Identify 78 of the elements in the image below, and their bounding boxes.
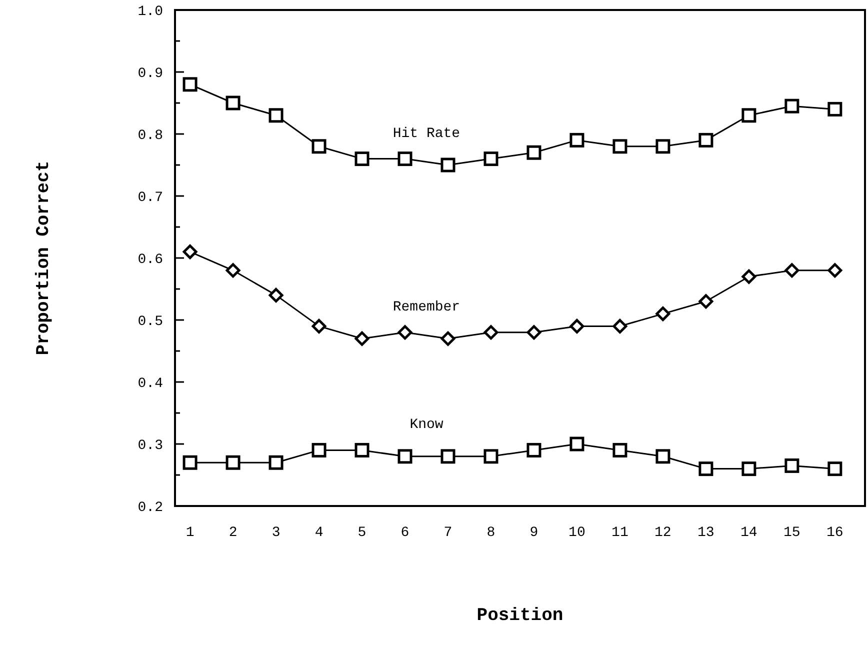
y-tick-label: 1.0 — [138, 4, 163, 20]
point — [612, 139, 628, 154]
point — [570, 318, 584, 334]
y-tick-label: 0.9 — [138, 66, 163, 82]
x-tick-label: 9 — [530, 525, 538, 541]
point — [656, 306, 670, 322]
point — [182, 244, 198, 260]
x-tick-label: 16 — [826, 525, 844, 541]
x-axis-title: Position — [476, 606, 564, 626]
point — [398, 325, 412, 340]
point — [354, 152, 370, 166]
point — [354, 331, 370, 346]
x-tick-label: 12 — [654, 525, 672, 541]
y-axis-title: Proportion Correct — [34, 160, 54, 356]
point — [526, 325, 542, 340]
x-tick-label: 11 — [612, 525, 628, 541]
y-tick-label: 0.6 — [138, 252, 163, 268]
x-tick-label: 6 — [400, 525, 410, 541]
point — [440, 158, 456, 172]
point — [440, 331, 456, 346]
point — [784, 458, 800, 473]
point — [182, 77, 198, 92]
point — [526, 145, 542, 160]
point — [698, 294, 714, 309]
point — [828, 462, 842, 476]
point — [312, 442, 326, 458]
point — [398, 152, 412, 166]
point — [182, 455, 198, 470]
point — [612, 442, 628, 458]
x-tick-label: 3 — [272, 525, 280, 541]
point — [698, 132, 714, 148]
point — [784, 98, 800, 114]
point — [268, 108, 284, 123]
point — [268, 288, 284, 302]
x-tick-label: 1 — [186, 525, 194, 541]
point — [354, 442, 370, 458]
point — [570, 436, 584, 452]
point — [312, 318, 326, 334]
x-tick-label: 7 — [444, 525, 452, 541]
series-label: Know — [410, 417, 444, 434]
point — [698, 462, 714, 476]
point — [526, 442, 542, 458]
x-tick-label: 14 — [740, 525, 758, 541]
x-tick-label: 5 — [358, 525, 366, 541]
y-tick-label: 0.8 — [138, 128, 163, 144]
y-tick-label: 0.7 — [138, 190, 163, 206]
point — [656, 449, 670, 464]
point — [484, 325, 498, 340]
y-tick-label: 0.4 — [138, 376, 163, 392]
point — [312, 139, 326, 154]
point — [440, 449, 456, 464]
x-tick-label: 13 — [698, 525, 714, 541]
point — [742, 462, 756, 476]
point — [226, 263, 240, 278]
x-tick-label: 10 — [568, 525, 586, 541]
x-tick-label: 4 — [314, 525, 324, 541]
point — [742, 108, 756, 123]
point — [612, 318, 628, 334]
point — [784, 263, 800, 278]
series-label: Remember — [392, 299, 460, 316]
point — [828, 263, 842, 278]
point — [268, 455, 284, 470]
point — [226, 455, 240, 470]
series-label: Hit Rate — [392, 126, 460, 142]
point — [570, 132, 584, 148]
x-tick-label: 15 — [784, 525, 800, 541]
y-tick-label: 0.2 — [138, 500, 163, 516]
point — [484, 152, 498, 166]
point — [656, 139, 670, 154]
y-tick-label: 0.5 — [138, 314, 163, 330]
point — [226, 96, 240, 110]
y-tick-label: 0.3 — [138, 438, 163, 454]
point — [742, 269, 756, 284]
point — [828, 102, 842, 116]
x-tick-label: 8 — [486, 525, 496, 541]
point — [484, 449, 498, 464]
x-tick-label: 2 — [228, 525, 238, 541]
point — [398, 449, 412, 464]
